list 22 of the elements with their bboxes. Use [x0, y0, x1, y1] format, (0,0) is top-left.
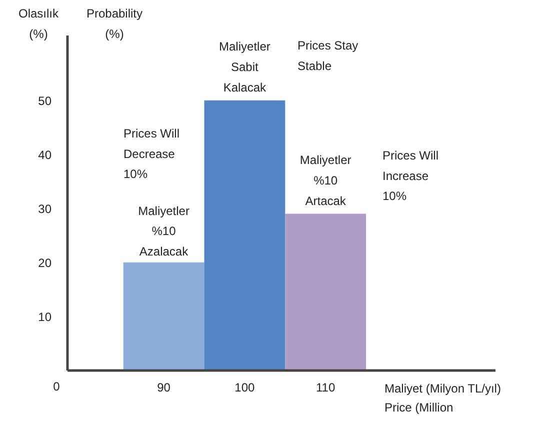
annotation: Prices Stay Stable: [298, 38, 358, 73]
text: Price (Million: [384, 400, 454, 414]
annotation: Probability (%): [86, 6, 143, 41]
annotation: Maliyetler Sabit Kalacak: [219, 40, 270, 94]
y-axis-title: Olasılık (%): [18, 6, 60, 41]
y-tick-label: 10: [38, 310, 52, 324]
bar: [123, 262, 204, 370]
annotation: Maliyetler %10 Azalacak: [138, 204, 190, 258]
bar: [204, 100, 286, 370]
text: 0: [53, 380, 60, 394]
x-tick-label: 100: [234, 380, 256, 394]
annotation: Maliyetler %10 Artacak: [300, 153, 352, 208]
bar: [285, 214, 366, 370]
annotation: Prices Will Decrease 10%: [124, 126, 180, 182]
y-tick-label: 30: [38, 202, 52, 216]
x-tick-label: 90: [157, 380, 171, 394]
y-tick-label: 50: [38, 94, 52, 108]
x-axis-title: Maliyet (Milyon TL/yıl): [384, 382, 501, 396]
text: Prices Will Increase 10%: [382, 148, 438, 204]
y-tick-label: 40: [38, 148, 52, 162]
y-tick-label: 20: [38, 256, 52, 270]
x-tick-label: 110: [316, 380, 336, 394]
